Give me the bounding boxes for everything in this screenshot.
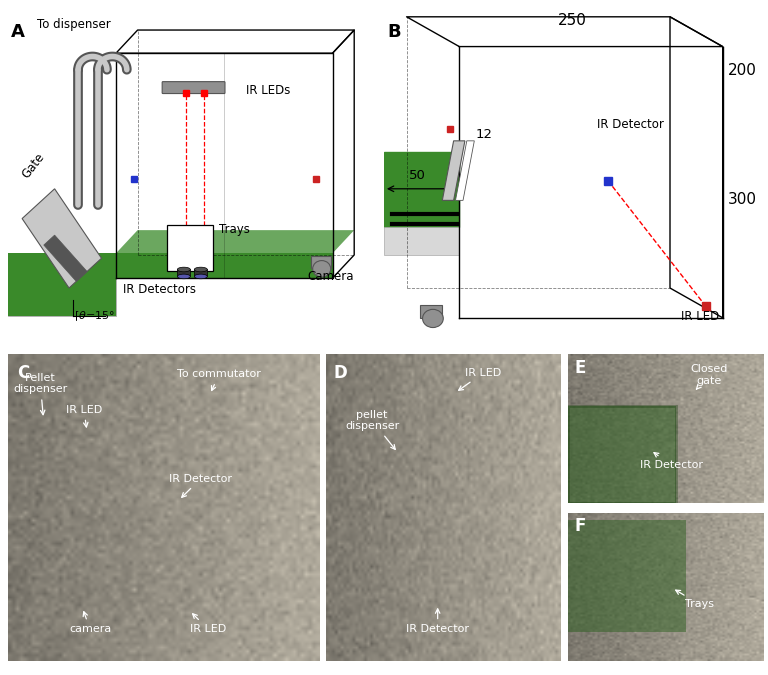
Text: Trays: Trays: [219, 223, 250, 236]
Text: 50: 50: [409, 169, 426, 182]
Text: IR LED: IR LED: [681, 310, 720, 323]
Polygon shape: [384, 153, 459, 198]
Text: IR Detector: IR Detector: [597, 117, 664, 130]
Text: Closed
gate: Closed gate: [690, 364, 728, 389]
Polygon shape: [8, 278, 116, 316]
Ellipse shape: [194, 267, 207, 272]
Bar: [311, 256, 331, 268]
Polygon shape: [442, 141, 465, 200]
Text: pellet
dispenser: pellet dispenser: [345, 410, 399, 450]
Text: B: B: [388, 24, 402, 41]
Text: Gate: Gate: [19, 151, 47, 181]
Polygon shape: [116, 230, 354, 253]
Polygon shape: [455, 141, 475, 200]
Polygon shape: [384, 227, 459, 255]
Polygon shape: [22, 189, 101, 288]
FancyBboxPatch shape: [162, 82, 225, 94]
Text: 300: 300: [727, 192, 756, 207]
Polygon shape: [568, 406, 676, 503]
Polygon shape: [384, 198, 459, 227]
Ellipse shape: [313, 261, 331, 277]
Bar: [167, 225, 214, 271]
Text: E: E: [574, 359, 585, 377]
Text: IR LED: IR LED: [190, 614, 227, 634]
Ellipse shape: [422, 309, 443, 327]
Bar: [116, 253, 333, 278]
Text: IR Detector: IR Detector: [640, 453, 703, 470]
Text: IR LED: IR LED: [458, 368, 502, 390]
Text: IR LEDs: IR LEDs: [246, 84, 290, 97]
Text: 250: 250: [558, 13, 587, 28]
Text: 200: 200: [728, 63, 756, 78]
Ellipse shape: [177, 274, 190, 279]
Text: D: D: [333, 364, 347, 381]
Ellipse shape: [177, 267, 190, 272]
Text: $\lceil\theta$=15°: $\lceil\theta$=15°: [74, 310, 115, 323]
Text: Camera: Camera: [307, 270, 354, 283]
Ellipse shape: [194, 274, 207, 279]
Polygon shape: [44, 235, 87, 281]
Polygon shape: [8, 253, 116, 316]
Text: F: F: [574, 518, 585, 535]
Bar: [177, 269, 190, 277]
Text: IR Detector: IR Detector: [406, 609, 469, 634]
Text: IR LED: IR LED: [66, 404, 102, 427]
Text: 12: 12: [475, 128, 492, 140]
Text: IR Detector: IR Detector: [169, 474, 232, 497]
Text: To commutator: To commutator: [177, 369, 261, 391]
Text: C: C: [17, 364, 29, 381]
Bar: [420, 305, 442, 318]
Bar: [194, 269, 207, 277]
Text: A: A: [12, 24, 25, 41]
Text: Trays: Trays: [676, 590, 714, 610]
Text: camera: camera: [69, 612, 111, 634]
Text: To dispenser: To dispenser: [37, 18, 111, 31]
Polygon shape: [568, 520, 686, 632]
Text: IR Detectors: IR Detectors: [123, 283, 196, 296]
Text: Pellet
dispenser: Pellet dispenser: [13, 373, 68, 414]
